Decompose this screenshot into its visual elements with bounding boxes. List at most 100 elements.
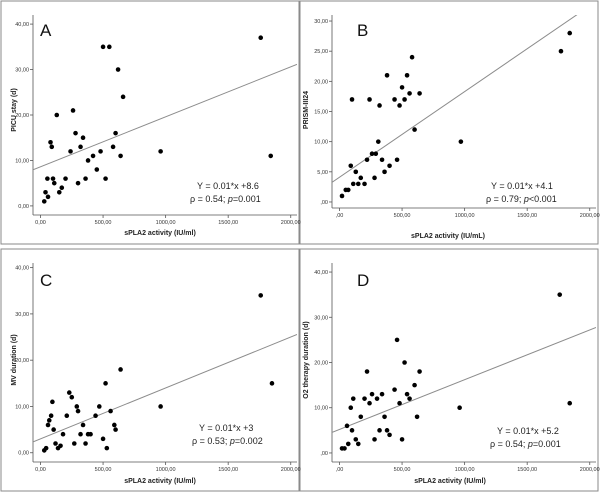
data-point (342, 446, 347, 451)
x-tick-label: 1500,00 (517, 467, 537, 473)
data-point (94, 167, 100, 172)
data-point (375, 139, 381, 144)
panel-letter: B (357, 21, 368, 40)
data-point (51, 180, 57, 186)
data-point (402, 97, 407, 102)
x-axis-title: sPLA2 activity (IU/ml) (124, 230, 196, 237)
chart-marks: 0,00 500,00 1000,00 1500,00 2000,00 0,00 10,00… (15, 15, 600, 473)
data-point (344, 423, 350, 429)
data-point (399, 437, 405, 442)
x-tick-label: ,00 (336, 213, 344, 219)
y-tick-label: 10,00 (314, 140, 328, 146)
data-point (60, 431, 66, 437)
y-tick-label: 0,00 (18, 204, 29, 210)
data-point (362, 181, 367, 187)
data-point (374, 396, 380, 401)
data-point (349, 97, 355, 102)
data-point (367, 400, 372, 406)
data-point (353, 169, 359, 175)
data-point (414, 414, 420, 420)
data-point (51, 427, 56, 432)
data-point (345, 441, 351, 447)
data-point (384, 73, 390, 78)
data-point (372, 175, 377, 181)
data-point (100, 44, 106, 50)
data-point (394, 337, 400, 343)
y-tick-label: 30,00 (15, 68, 29, 74)
stats-p-symbol: p (229, 436, 235, 446)
data-point (407, 396, 412, 401)
regression-stats: ρ = 0.54; p=0.001 (490, 439, 561, 449)
y-tick-label: 10,00 (314, 406, 328, 412)
stats-p-value: <0.001 (529, 194, 557, 204)
data-point (45, 422, 51, 428)
y-tick-label: 10,00 (15, 404, 29, 410)
data-point (369, 391, 375, 397)
data-point (43, 189, 48, 195)
stats-p-value: =0.001 (233, 194, 261, 204)
data-point (49, 144, 55, 150)
x-axis-title: sPLA2 activity (IU/ml) (124, 478, 196, 485)
data-point (103, 176, 108, 181)
panel-a: A sPLA2 activity (IU/ml) PICU stay (d) Y… (0, 0, 300, 245)
data-point (68, 149, 73, 154)
data-point (387, 163, 392, 169)
data-point (349, 428, 355, 433)
y-axis-title: PRISM-III24 (303, 91, 310, 129)
data-point (100, 436, 106, 442)
data-point (73, 130, 78, 136)
data-point (387, 432, 392, 438)
panel-letter: C (40, 271, 52, 290)
plot-area-a: 0,00 500,00 1000,00 1500,00 2000,00 0,00 10,00… (15, 15, 301, 226)
panel-c: C sPLA2 activity (IU/ml) MV duration (d)… (0, 248, 300, 492)
y-tick-label: 0,00 (18, 451, 29, 457)
data-point (54, 112, 60, 118)
data-point (78, 431, 83, 437)
data-point (90, 153, 96, 159)
data-point (382, 414, 387, 420)
y-tick-label: ,00 (320, 200, 328, 206)
data-point (103, 381, 108, 386)
data-point (48, 413, 54, 419)
data-point (417, 369, 422, 374)
data-point (412, 127, 417, 132)
data-point (120, 94, 126, 100)
x-tick-label: 2000,00 (281, 467, 301, 473)
data-point (69, 394, 75, 400)
x-tick-label: 1000,00 (156, 220, 176, 226)
y-axis-title: MV duration (d) (11, 334, 18, 385)
data-point (458, 139, 464, 144)
data-point (269, 381, 275, 386)
x-tick-label: 2000,00 (580, 467, 600, 473)
data-point (350, 396, 356, 401)
data-point (404, 73, 410, 78)
regression-line (332, 326, 596, 433)
data-point (75, 180, 81, 186)
data-point (113, 427, 118, 432)
data-point (407, 91, 412, 96)
x-axis-title: sPLA2 activity (IU/ml) (414, 478, 486, 485)
data-point (353, 437, 359, 442)
y-axis-title: PICU stay (d) (11, 88, 18, 132)
panel-letter: D (357, 271, 369, 290)
x-tick-label: 500,00 (95, 220, 112, 226)
data-point (71, 441, 77, 446)
stats-p-value: =0.002 (235, 436, 263, 446)
stats-p-symbol: p (227, 194, 233, 204)
stats-p-symbol: p (527, 439, 533, 449)
data-point (53, 441, 58, 446)
data-point (369, 151, 375, 157)
data-point (108, 408, 113, 414)
data-point (113, 130, 118, 136)
data-point (45, 176, 50, 181)
data-point (384, 428, 390, 433)
stats-rho: ρ = 0.54; (190, 194, 228, 204)
stats-rho: ρ = 0.79; (486, 194, 524, 204)
data-point (397, 103, 402, 108)
data-point (558, 48, 564, 54)
data-point (41, 199, 47, 204)
x-tick-label: ,00 (336, 467, 344, 473)
data-point (358, 175, 364, 181)
data-point (379, 157, 385, 163)
data-point (80, 422, 86, 428)
